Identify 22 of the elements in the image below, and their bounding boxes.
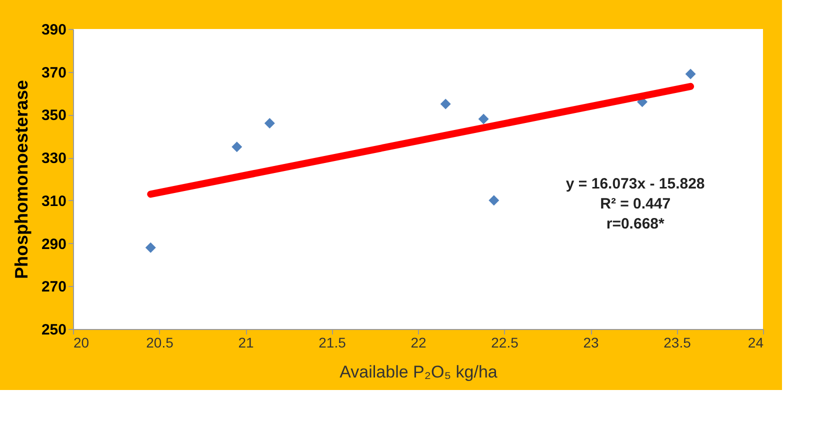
x-tick-label: 20.5 xyxy=(146,334,174,350)
x-tick-label: 21 xyxy=(238,334,254,350)
annotation: y = 16.073x - 15.828 xyxy=(566,176,705,192)
y-tick-label: 370 xyxy=(41,64,66,82)
x-tick-label: 23.5 xyxy=(664,334,692,350)
y-tick-label: 270 xyxy=(41,278,66,296)
x-tick-label: 22 xyxy=(410,334,426,350)
annotation: R² = 0.447 xyxy=(600,196,671,212)
y-axis-title: Phosphomonoesterase xyxy=(11,80,32,280)
annotation: r=0.668* xyxy=(606,216,664,232)
y-tick-label: 290 xyxy=(41,236,66,253)
x-tick-label: 21.5 xyxy=(318,334,346,350)
x-tick-label: 22.5 xyxy=(491,334,519,350)
x-tick-label: 20 xyxy=(74,334,90,350)
x-tick-label: 23 xyxy=(583,334,599,350)
y-tick-label: 330 xyxy=(41,150,66,168)
y-tick-label: 310 xyxy=(41,192,66,210)
y-tick-label: 350 xyxy=(41,107,66,124)
x-tick-label: 24 xyxy=(748,334,764,350)
x-axis-title: Available P₂O₅ kg/ha xyxy=(340,362,498,382)
y-tick-label: 390 xyxy=(41,22,66,38)
y-tick-label: 250 xyxy=(41,322,66,338)
